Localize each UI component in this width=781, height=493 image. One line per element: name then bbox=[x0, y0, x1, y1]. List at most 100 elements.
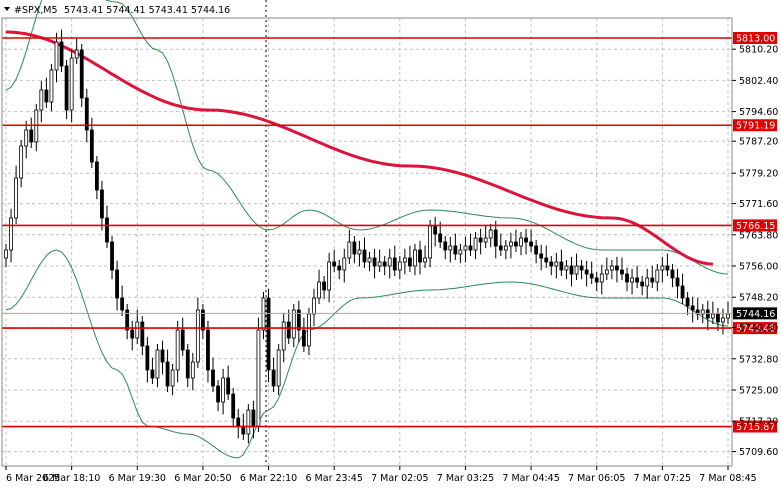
candle-body bbox=[524, 237, 528, 243]
candle-body bbox=[49, 69, 54, 103]
candle-body bbox=[211, 369, 215, 387]
candle-body bbox=[44, 89, 49, 103]
candle-body bbox=[721, 317, 725, 323]
candle-body bbox=[185, 349, 190, 379]
candle-body bbox=[94, 161, 99, 191]
candle-body bbox=[115, 269, 119, 299]
candle-body bbox=[301, 329, 306, 347]
candle-body bbox=[640, 281, 645, 287]
candle-body bbox=[625, 273, 629, 283]
candle-body bbox=[680, 285, 685, 299]
bollinger-upper-line bbox=[5, 0, 729, 275]
candle-body bbox=[539, 253, 544, 259]
candle-body bbox=[190, 361, 195, 379]
level-tag-label: 5715.87 bbox=[736, 422, 775, 433]
candle-body bbox=[690, 305, 695, 311]
candle-body bbox=[64, 65, 69, 111]
candle-body bbox=[710, 313, 715, 319]
candle-body bbox=[120, 297, 125, 311]
candle-body bbox=[716, 313, 720, 323]
candle-body bbox=[468, 245, 473, 251]
candle-body bbox=[367, 257, 372, 263]
candle-body bbox=[544, 257, 549, 263]
candle-body bbox=[69, 57, 74, 111]
candle-body bbox=[423, 257, 427, 263]
x-tick-label: 6 Mar 19:30 bbox=[109, 473, 166, 484]
candle-body bbox=[352, 241, 357, 255]
y-tick-label: 5810.20 bbox=[739, 45, 778, 56]
candle-body bbox=[291, 309, 296, 339]
candle-body bbox=[231, 393, 236, 419]
candle-body bbox=[574, 265, 579, 275]
candle-body bbox=[382, 261, 387, 267]
candle-body bbox=[655, 269, 660, 283]
candle-body bbox=[125, 309, 130, 331]
y-tick-label: 5709.60 bbox=[739, 447, 778, 458]
y-tick-label: 5802.40 bbox=[739, 76, 778, 87]
candle-body bbox=[529, 241, 533, 247]
candle-body bbox=[549, 261, 554, 267]
candle-body bbox=[79, 49, 84, 99]
candle-body bbox=[408, 257, 412, 267]
candle-body bbox=[645, 277, 650, 287]
candle-body bbox=[296, 309, 301, 331]
candle-body bbox=[372, 257, 377, 267]
candle-body bbox=[473, 237, 478, 251]
candle-body bbox=[332, 261, 337, 267]
candle-body bbox=[201, 309, 205, 331]
chart-header: #SPX,M5 5743.41 5744.41 5743.41 5744.16 bbox=[4, 5, 230, 16]
candle-body bbox=[519, 237, 523, 247]
candle-body bbox=[483, 237, 488, 243]
candle-body bbox=[357, 249, 362, 255]
candle-body bbox=[660, 265, 665, 271]
candle-body bbox=[14, 177, 18, 219]
candle-body bbox=[726, 313, 730, 319]
candle-body bbox=[609, 265, 614, 271]
x-tick-label: 6 Mar 23:45 bbox=[305, 473, 362, 484]
candle-body bbox=[559, 261, 564, 271]
level-tag bbox=[733, 420, 777, 433]
candle-body bbox=[337, 265, 342, 271]
candle-body bbox=[604, 269, 609, 275]
candle-body bbox=[514, 241, 518, 247]
symbol-dropdown-icon[interactable] bbox=[4, 7, 10, 11]
candle-body bbox=[312, 297, 316, 315]
moving-average-layer bbox=[5, 30, 713, 266]
candle-body bbox=[478, 237, 483, 243]
candle-body bbox=[150, 369, 155, 379]
candle-body bbox=[443, 241, 448, 251]
candle-body bbox=[105, 217, 109, 243]
y-tick-label: 5732.80 bbox=[739, 354, 778, 365]
candle-body bbox=[695, 309, 700, 315]
candle-body bbox=[145, 345, 150, 371]
candle-body bbox=[327, 261, 332, 291]
candle-body bbox=[534, 245, 539, 255]
candle-body bbox=[281, 321, 286, 351]
candle-body bbox=[286, 321, 291, 339]
x-tick-label: 7 Mar 07:25 bbox=[634, 473, 691, 484]
candle-body bbox=[508, 241, 513, 247]
candle-body bbox=[110, 241, 114, 271]
candle-body bbox=[700, 309, 705, 315]
x-tick-label: 6 Mar 20:50 bbox=[174, 473, 231, 484]
candle-body bbox=[165, 361, 170, 387]
x-tick-label: 7 Mar 04:45 bbox=[502, 473, 559, 484]
candle-body bbox=[175, 329, 180, 371]
candle-body bbox=[39, 89, 44, 111]
candle-body bbox=[4, 249, 8, 259]
plot-frame bbox=[1, 17, 733, 467]
candle-body bbox=[54, 41, 59, 71]
candle-body bbox=[19, 145, 24, 179]
candle-body bbox=[377, 261, 382, 267]
current-price-tag bbox=[733, 307, 777, 320]
candle-body bbox=[89, 129, 94, 163]
candle-body bbox=[261, 297, 266, 331]
candle-body bbox=[74, 49, 79, 59]
x-tick-label: 7 Mar 08:45 bbox=[699, 473, 756, 484]
candle-body bbox=[342, 257, 347, 271]
bollinger-bands bbox=[5, 0, 729, 459]
candle-body bbox=[236, 417, 241, 427]
candle-body bbox=[387, 257, 392, 267]
